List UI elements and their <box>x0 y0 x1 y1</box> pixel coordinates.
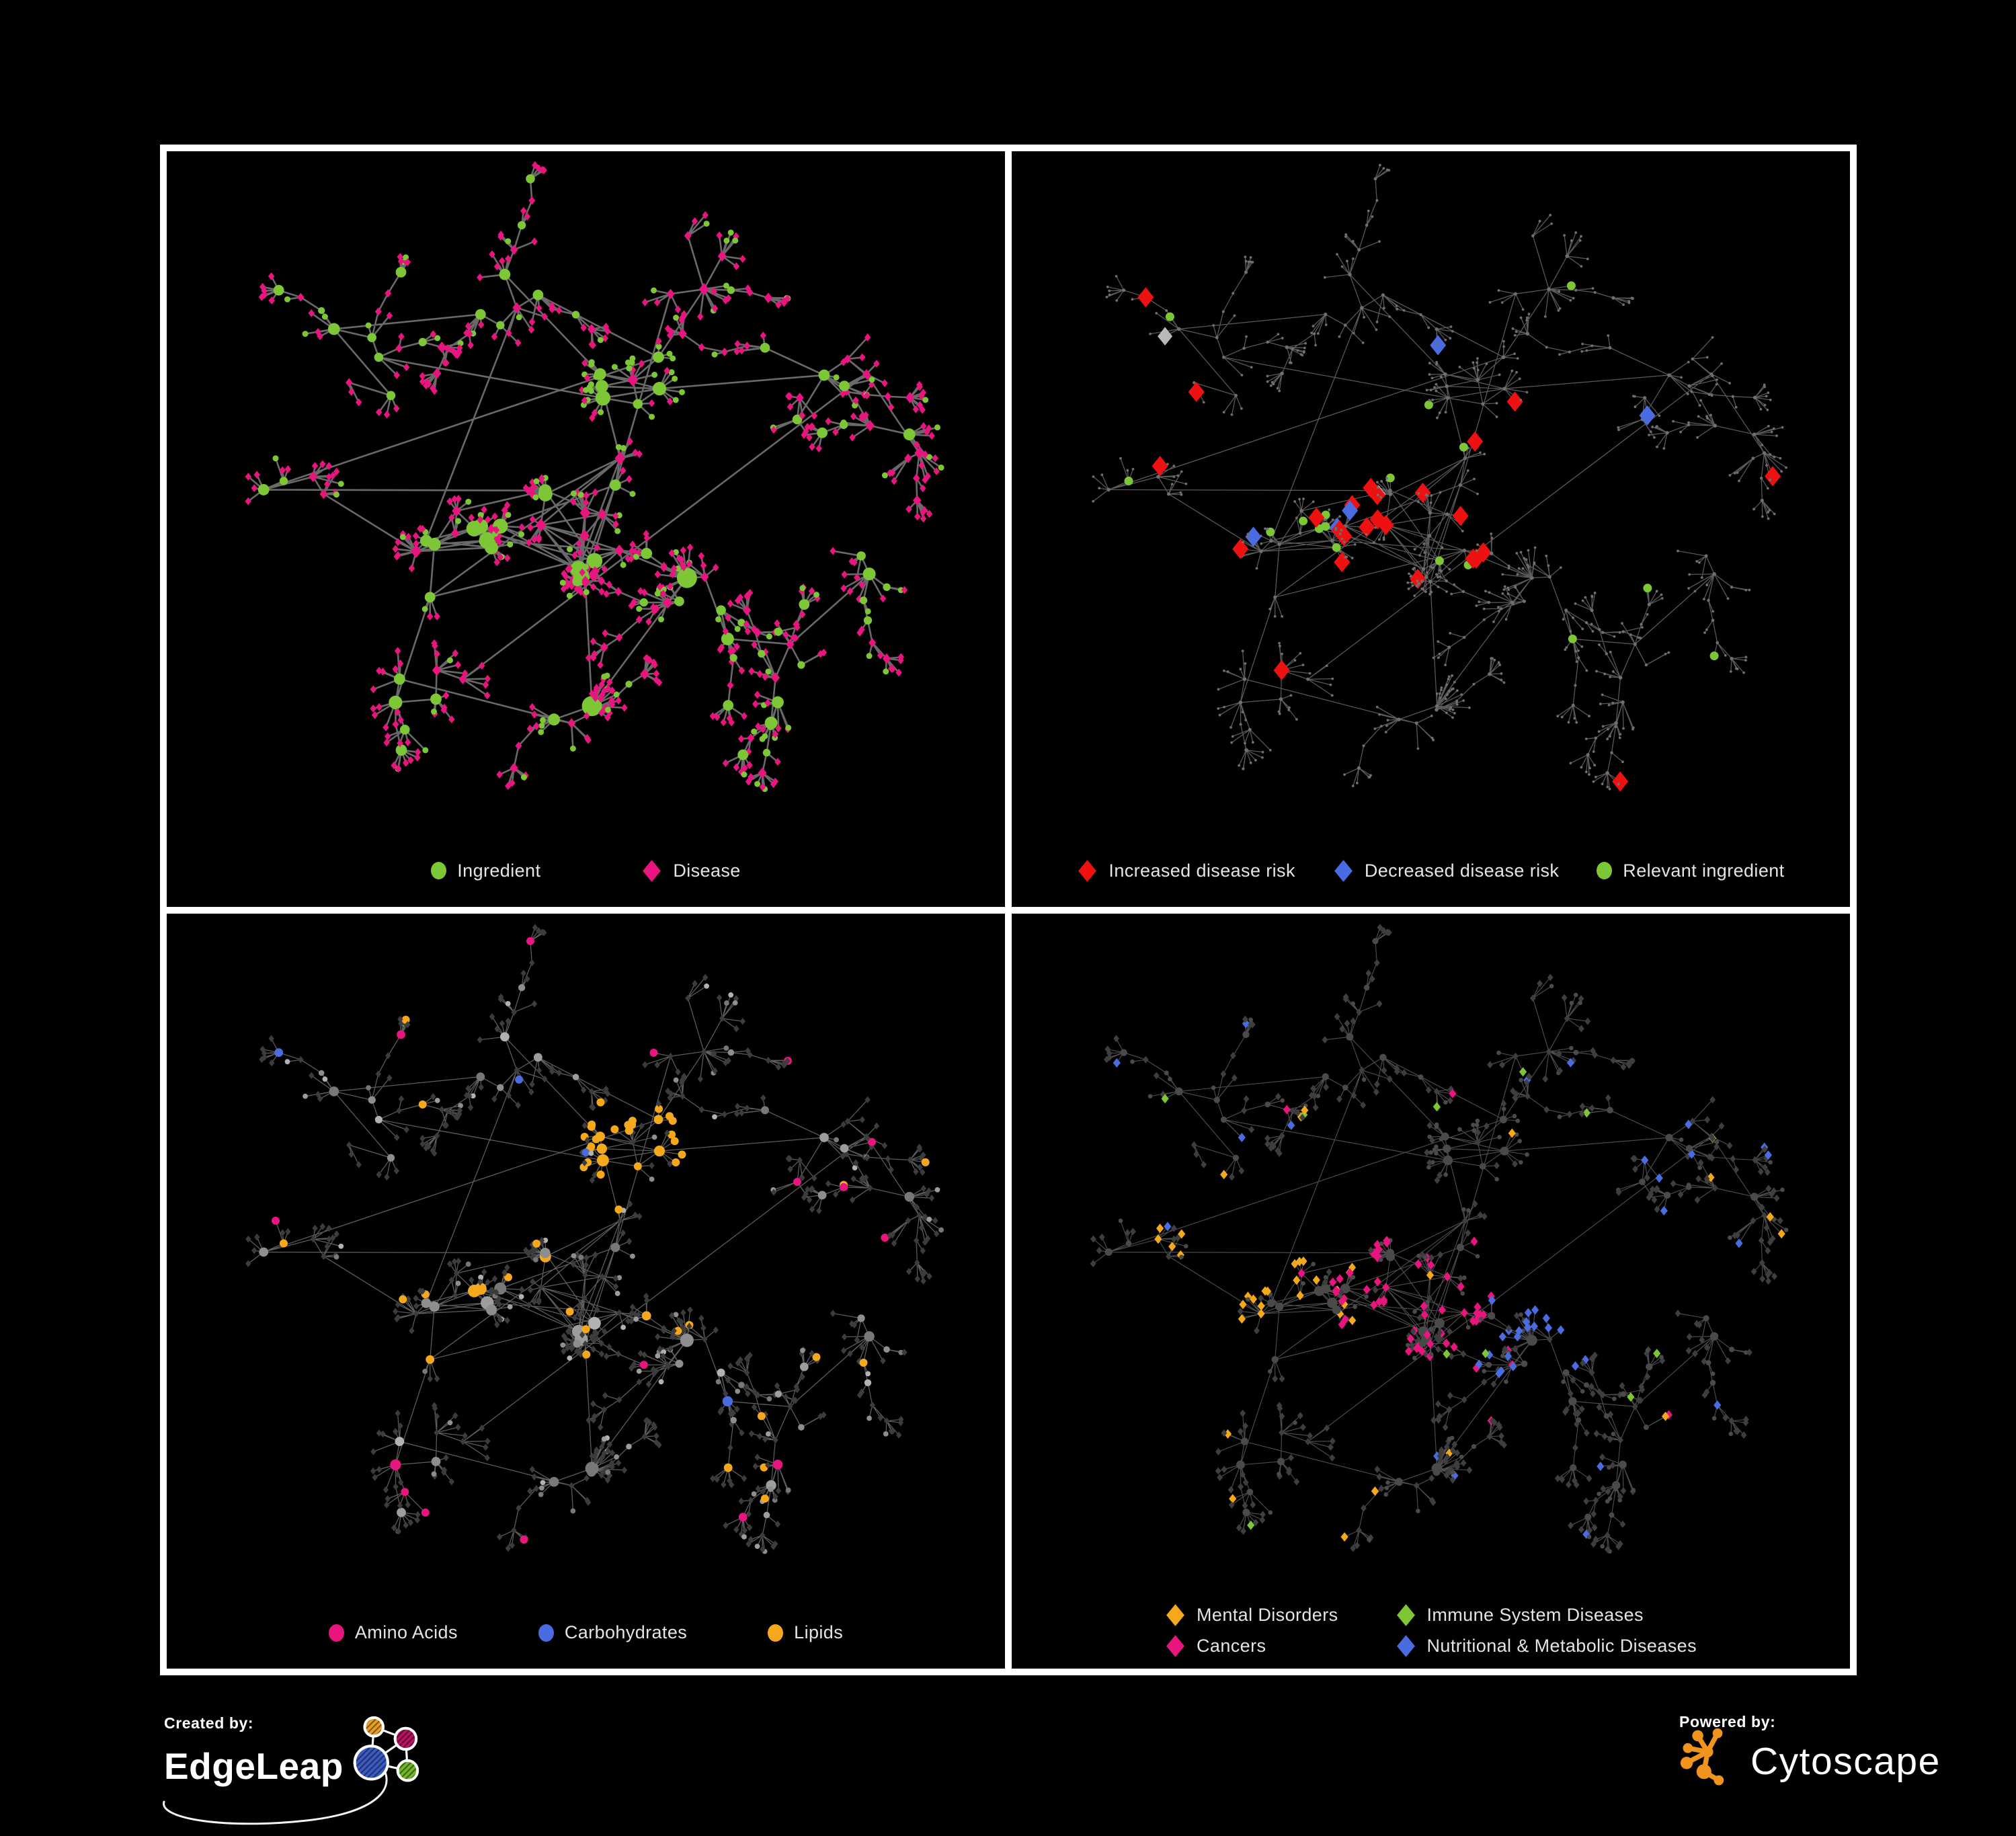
panel-ingredient-disease: Ingredient Disease <box>167 151 1005 907</box>
legend-item: Decreased disease risk <box>1333 859 1560 882</box>
relevant-ingredient-circle-icon <box>1597 862 1613 879</box>
legend-disease-risk: Increased disease risk Decreased disease… <box>1012 859 1850 882</box>
legend-ingredient-disease: Ingredient Disease <box>167 859 1005 882</box>
edgeleap-brand-text: EdgeLeap <box>164 1745 344 1787</box>
immune-diseases-diamond-icon <box>1396 1604 1415 1626</box>
legend-label: Mental Disorders <box>1197 1605 1338 1625</box>
disease-diamond-icon <box>643 859 661 882</box>
legend-item: Amino Acids <box>328 1622 458 1643</box>
legend-label: Disease <box>673 860 741 881</box>
cytoscape-brand-text: Cytoscape <box>1750 1739 1941 1783</box>
legend-item: Cancers <box>1165 1635 1338 1657</box>
mental-disorders-diamond-icon <box>1166 1604 1184 1626</box>
decreased-risk-diamond-icon <box>1334 859 1353 882</box>
credit-edgeleap: Created by: EdgeLeap <box>163 1714 460 1825</box>
legend-label: Carbohydrates <box>564 1622 688 1642</box>
powered-by-label: Powered by: <box>1679 1713 1776 1730</box>
legend-label: Ingredient <box>457 860 541 881</box>
network-graph-disease-risk <box>1092 163 1787 792</box>
legend-label: Relevant ingredient <box>1623 860 1785 881</box>
legend-nutrient-categories: Amino Acids Carbohydrates Lipids <box>167 1622 1005 1643</box>
network-graph-nutrient-categories <box>245 923 944 1554</box>
legend-item: Increased disease risk <box>1077 859 1295 882</box>
legend-item: Ingredient <box>431 861 540 881</box>
amino-acids-circle-icon <box>328 1624 344 1642</box>
legend-item: Immune System Diseases <box>1396 1604 1697 1626</box>
legend-label: Lipids <box>794 1622 844 1642</box>
legend-item: Mental Disorders <box>1165 1604 1338 1626</box>
legend-item: Lipids <box>768 1622 843 1643</box>
credit-cytoscape: Powered by: Cytoscape <box>1679 1713 1962 1814</box>
legend-label: Nutritional & Metabolic Diseases <box>1426 1636 1697 1656</box>
legend-item: Carbohydrates <box>538 1622 687 1643</box>
network-graph-ingredient-disease <box>245 161 944 793</box>
legend-label: Decreased disease risk <box>1364 860 1560 881</box>
increased-risk-diamond-icon <box>1078 859 1097 882</box>
legend-disease-categories: Mental Disorders Immune System Diseases … <box>1012 1604 1850 1657</box>
network-graph-disease-categories <box>1090 923 1789 1554</box>
legend-label: Immune System Diseases <box>1426 1605 1644 1625</box>
ingredient-circle-icon <box>431 862 447 879</box>
legend-label: Increased disease risk <box>1108 860 1295 881</box>
created-by-label: Created by: <box>164 1714 254 1732</box>
figure-board: Ingredient Disease Increased disease ris… <box>160 145 1857 1675</box>
legend-label: Amino Acids <box>354 1622 458 1642</box>
panel-disease-risk: Increased disease risk Decreased disease… <box>1012 151 1850 907</box>
panel-disease-categories: Mental Disorders Immune System Diseases … <box>1012 913 1850 1669</box>
cancers-diamond-icon <box>1166 1635 1184 1657</box>
lipids-circle-icon <box>768 1624 784 1642</box>
panel-nutrient-categories: Amino Acids Carbohydrates Lipids <box>167 913 1005 1669</box>
legend-label: Cancers <box>1197 1636 1266 1656</box>
edgeleap-logo-icon <box>353 1716 419 1782</box>
nutritional-metabolic-diamond-icon <box>1396 1635 1415 1657</box>
legend-item: Nutritional & Metabolic Diseases <box>1396 1635 1697 1657</box>
carbohydrates-circle-icon <box>538 1624 554 1642</box>
cytoscape-logo-icon <box>1680 1728 1724 1786</box>
legend-item: Relevant ingredient <box>1597 861 1784 881</box>
legend-item: Disease <box>641 859 741 882</box>
